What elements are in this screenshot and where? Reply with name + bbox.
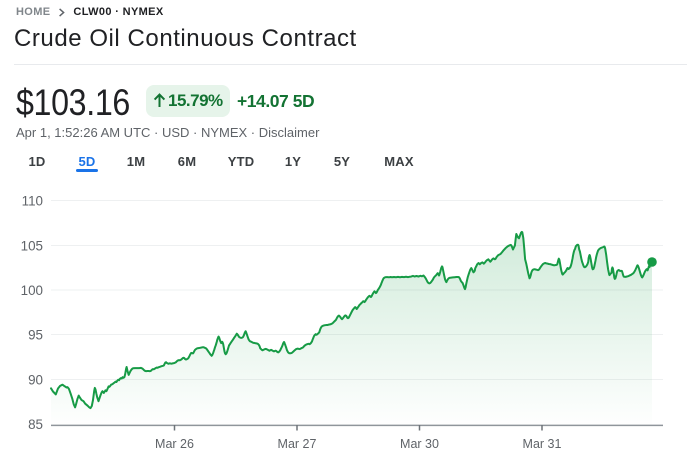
svg-text:95: 95 (28, 328, 43, 343)
svg-text:100: 100 (21, 283, 43, 298)
svg-text:85: 85 (28, 417, 43, 432)
svg-text:110: 110 (22, 194, 43, 209)
svg-text:105: 105 (21, 239, 43, 254)
svg-text:90: 90 (28, 373, 43, 388)
svg-text:Mar 27: Mar 27 (278, 437, 317, 451)
svg-text:Mar 26: Mar 26 (155, 437, 194, 451)
svg-text:Mar 30: Mar 30 (400, 437, 439, 451)
svg-text:Mar 31: Mar 31 (523, 437, 562, 451)
